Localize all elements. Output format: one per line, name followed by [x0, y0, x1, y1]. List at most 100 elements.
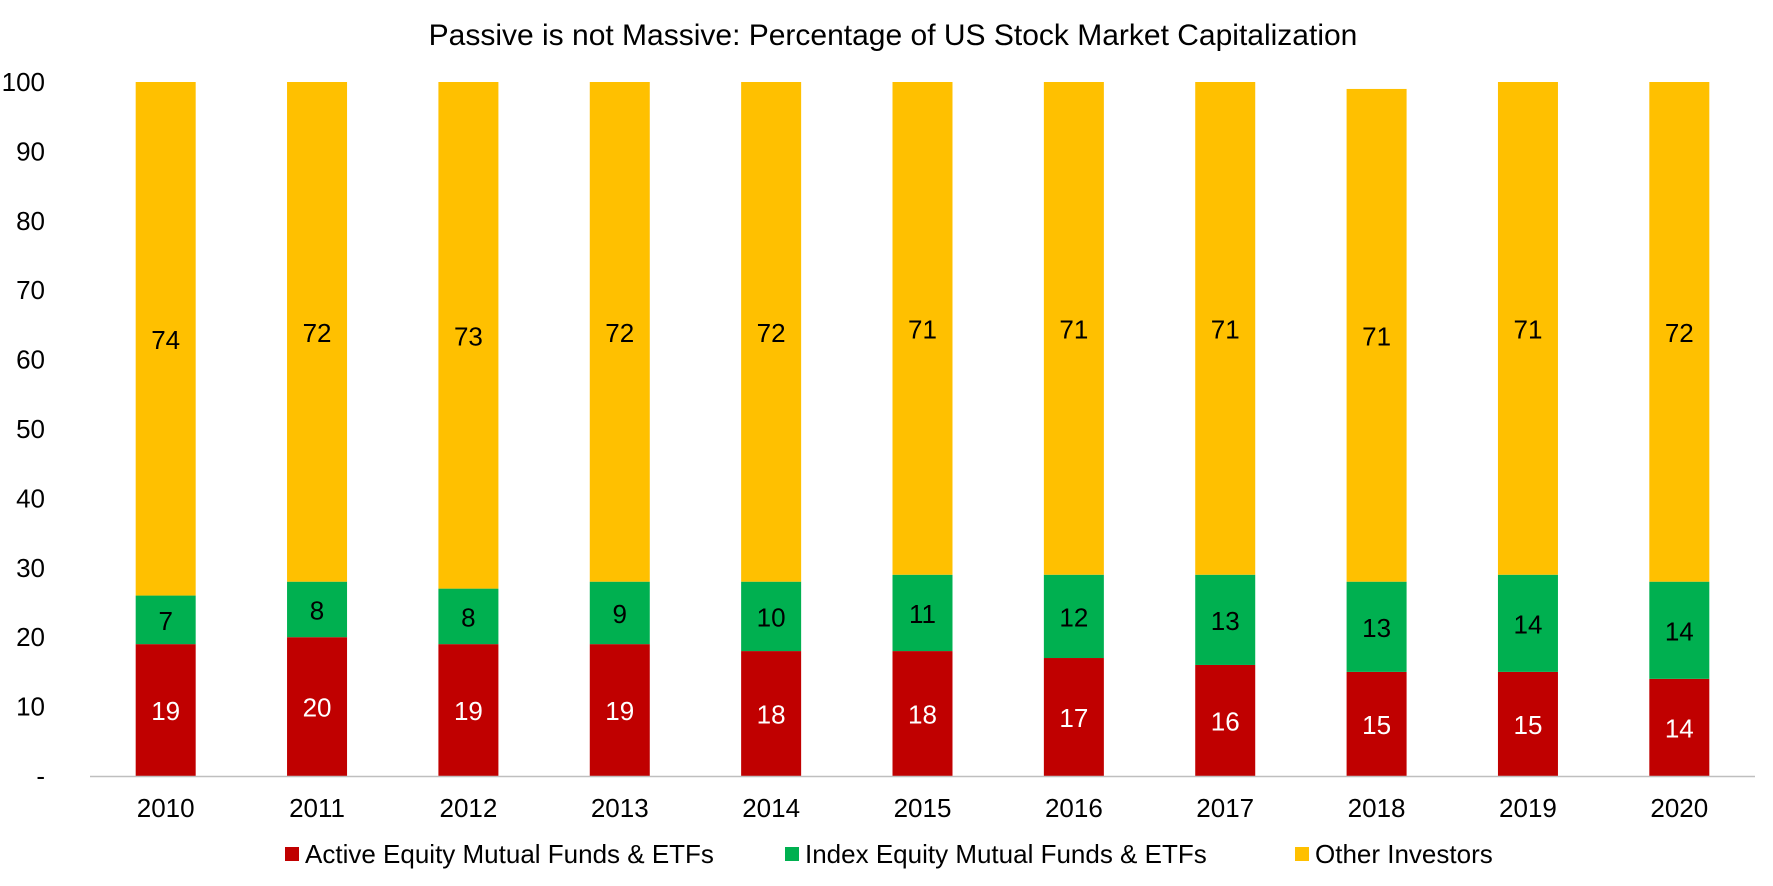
bar-segment-2016-s2: [1043, 82, 1104, 575]
data-label-2018-s1: 13: [1362, 613, 1391, 643]
bar-segment-2010-s0: [135, 644, 196, 776]
y-tick-label: 50: [16, 414, 45, 444]
data-label-2019-s1: 14: [1513, 609, 1542, 639]
bar-segment-2010-s1: [135, 595, 196, 645]
bar-segment-2020-s1: [1649, 581, 1710, 679]
y-tick-label: 100: [2, 67, 45, 97]
data-label-2019-s2: 71: [1513, 314, 1542, 344]
x-tick-label: 2015: [894, 793, 952, 823]
data-label-2017-s2: 71: [1211, 314, 1240, 344]
legend-label: Index Equity Mutual Funds & ETFs: [805, 839, 1207, 869]
bar-segment-2017-s0: [1195, 664, 1256, 776]
data-label-2015-s1: 11: [909, 599, 936, 629]
bar-segment-2016-s0: [1043, 658, 1104, 776]
data-label-2010-s2: 74: [151, 325, 180, 355]
bar-segment-2011-s0: [287, 637, 348, 776]
bar-segment-2018-s1: [1346, 581, 1407, 672]
y-tick-label: -: [36, 761, 45, 791]
chart-title: Passive is not Massive: Percentage of US…: [429, 19, 1358, 52]
bar-segment-2020-s2: [1649, 82, 1710, 582]
bar-segment-2018-s0: [1346, 671, 1407, 776]
bar-segment-2013-s2: [589, 82, 650, 582]
y-tick-label: 20: [16, 622, 45, 652]
legend-label: Other Investors: [1315, 839, 1493, 869]
data-label-2016-s1: 12: [1059, 602, 1088, 632]
data-label-2020-s2: 72: [1665, 318, 1694, 348]
bar-segment-2012-s2: [438, 82, 499, 589]
y-tick-label: 70: [16, 275, 45, 305]
data-label-2012-s2: 73: [454, 321, 483, 351]
x-tick-label: 2020: [1650, 793, 1708, 823]
data-label-2016-s0: 17: [1059, 703, 1088, 733]
bar-segment-2012-s0: [438, 644, 499, 776]
bar-segment-2011-s1: [287, 581, 348, 638]
x-tick-label: 2011: [289, 793, 345, 823]
bar-segment-2020-s0: [1649, 678, 1710, 776]
data-label-2015-s2: 71: [908, 314, 937, 344]
bar-segment-2012-s1: [438, 588, 499, 645]
x-tick-label: 2016: [1045, 793, 1103, 823]
y-tick-label: 80: [16, 206, 45, 236]
x-tick-label: 2010: [137, 793, 195, 823]
data-label-2017-s0: 16: [1211, 706, 1240, 736]
x-tick-label: 2013: [591, 793, 649, 823]
y-tick-label: 10: [16, 692, 45, 722]
x-axis: 2010 2011 2012 2013 2014 2015 2016 2017 2018 2019…: [90, 775, 1755, 823]
bar-segment-2019-s2: [1497, 82, 1558, 575]
data-label-2019-s0: 15: [1513, 710, 1542, 740]
y-tick-label: 30: [16, 553, 45, 583]
bar-segment-2011-s2: [287, 82, 348, 582]
data-label-2018-s0: 15: [1362, 710, 1391, 740]
data-label-2013-s0: 19: [605, 696, 634, 726]
data-label-2012-s1: 8: [461, 602, 475, 632]
x-tick-label: 2019: [1499, 793, 1557, 823]
data-label-2015-s0: 18: [908, 700, 937, 730]
legend: Active Equity Mutual Funds & ETFs Index E…: [285, 839, 1493, 869]
data-label-2011-s0: 20: [303, 693, 332, 723]
data-label-2016-s2: 71: [1059, 314, 1088, 344]
bar-segment-2017-s1: [1195, 574, 1256, 665]
bars-group: 19 7 74 20 8 72 19 8 73 19 9 72 18 10 72 18 11 71 17 12 71 16…: [135, 82, 1710, 776]
data-label-2020-s1: 14: [1665, 616, 1694, 646]
data-label-2014-s2: 72: [757, 318, 786, 348]
y-tick-label: 60: [16, 345, 45, 375]
data-label-2020-s0: 14: [1665, 713, 1694, 743]
data-label-2011-s2: 72: [303, 318, 332, 348]
bar-segment-2013-s0: [589, 644, 650, 776]
bar-segment-2013-s1: [589, 581, 650, 645]
bar-segment-2015-s0: [892, 651, 953, 776]
legend-swatch: [1295, 847, 1309, 861]
y-tick-label: 40: [16, 483, 45, 513]
y-tick-label: 90: [16, 136, 45, 166]
bar-segment-2017-s2: [1195, 82, 1256, 575]
data-label-2012-s0: 19: [454, 696, 483, 726]
x-tick-label: 2014: [742, 793, 800, 823]
data-label-2010-s0: 19: [151, 696, 180, 726]
x-tick-label: 2017: [1196, 793, 1254, 823]
bar-segment-2019-s0: [1497, 671, 1558, 776]
bar-segment-2014-s0: [741, 651, 802, 776]
bar-segment-2014-s2: [741, 82, 802, 582]
x-tick-label: 2012: [439, 793, 497, 823]
data-label-2018-s2: 71: [1362, 321, 1391, 351]
data-label-2013-s1: 9: [613, 599, 627, 629]
bar-segment-2010-s2: [135, 82, 196, 596]
bar-segment-2018-s2: [1346, 88, 1407, 582]
bar-segment-2016-s1: [1043, 574, 1104, 659]
bar-segment-2015-s2: [892, 82, 953, 575]
x-tick-label: 2018: [1348, 793, 1406, 823]
data-label-2014-s1: 10: [757, 602, 786, 632]
bar-segment-2014-s1: [741, 581, 802, 652]
legend-label: Active Equity Mutual Funds & ETFs: [305, 839, 714, 869]
data-label-2010-s1: 7: [158, 606, 172, 636]
y-axis: - 10 20 30 40 50 60 70 80 90 100: [2, 67, 45, 791]
data-label-2013-s2: 72: [605, 318, 634, 348]
data-label-2014-s0: 18: [757, 700, 786, 730]
bar-segment-2019-s1: [1497, 574, 1558, 672]
legend-swatch: [285, 847, 299, 861]
data-label-2017-s1: 13: [1211, 606, 1240, 636]
legend-swatch: [785, 847, 799, 861]
bar-segment-2015-s1: [892, 574, 953, 652]
